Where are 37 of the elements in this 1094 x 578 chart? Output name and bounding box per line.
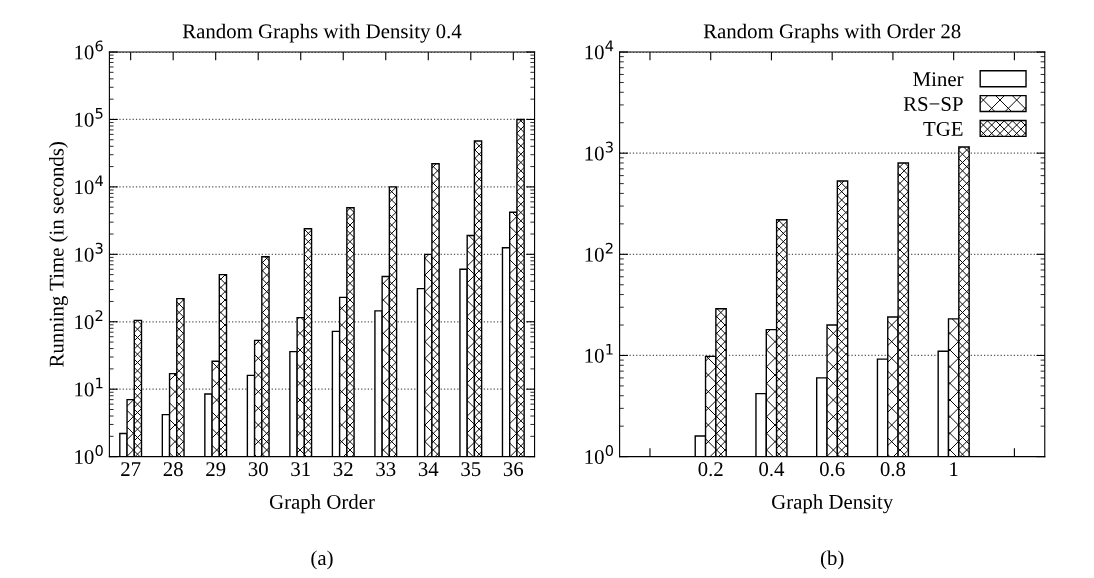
y-tick-label: 10$^{4}$ [585, 40, 614, 60]
y-tick-label: 10$^{5}$ [75, 107, 103, 127]
x-tick-label: 0.8 [880, 462, 906, 477]
x-tick-label: 33 [376, 462, 396, 477]
y-tick-label: 10$^{4}$ [75, 175, 103, 195]
x-tick-label: 27 [121, 462, 141, 476]
x-tick-label: 34 [418, 462, 439, 477]
text: (a) [311, 550, 333, 570]
chart-title: Random Graphs with Order 28 [703, 23, 961, 43]
x-tick-label: 36 [503, 462, 524, 477]
y-tick-label: 10$^{3}$ [75, 242, 103, 262]
y-tick-label: 10$^{2}$ [75, 310, 103, 330]
y-tick-label: 10$^{1}$ [75, 377, 103, 397]
x-axis-title: Graph Order [269, 494, 375, 514]
y-tick-label: 10$^{0}$ [585, 445, 614, 465]
x-tick-label: 0.6 [819, 462, 845, 477]
x-tick-label: 1 [950, 462, 958, 476]
x-axis-title: Graph Density [772, 494, 894, 514]
x-tick-label: 28 [163, 462, 183, 477]
y-tick-label: 10$^{3}$ [585, 141, 613, 161]
legend-label: Miner [913, 72, 964, 87]
x-tick-label: 0.2 [698, 462, 723, 477]
x-tick-label: 31 [291, 462, 310, 477]
x-tick-label: 30 [248, 462, 268, 477]
x-tick-label: 32 [333, 462, 353, 477]
chart-title: Random Graphs with Density 0.4 [182, 23, 462, 43]
y-tick-label: 10$^{1}$ [585, 343, 613, 363]
y-tick-label: 10$^{0}$ [75, 445, 103, 465]
y-tick-label: 10$^{6}$ [75, 40, 103, 60]
x-tick-label: 0.4 [759, 462, 785, 477]
legend-label: RS−SP [903, 97, 963, 112]
x-tick-label: 29 [206, 462, 226, 477]
legend-label: TGE [923, 121, 963, 136]
x-tick-label: 35 [461, 462, 481, 477]
y-axis-title: Running Time (in seconds) [48, 142, 68, 367]
text: (b) [820, 550, 844, 570]
y-tick-label: 10$^{2}$ [585, 242, 613, 262]
